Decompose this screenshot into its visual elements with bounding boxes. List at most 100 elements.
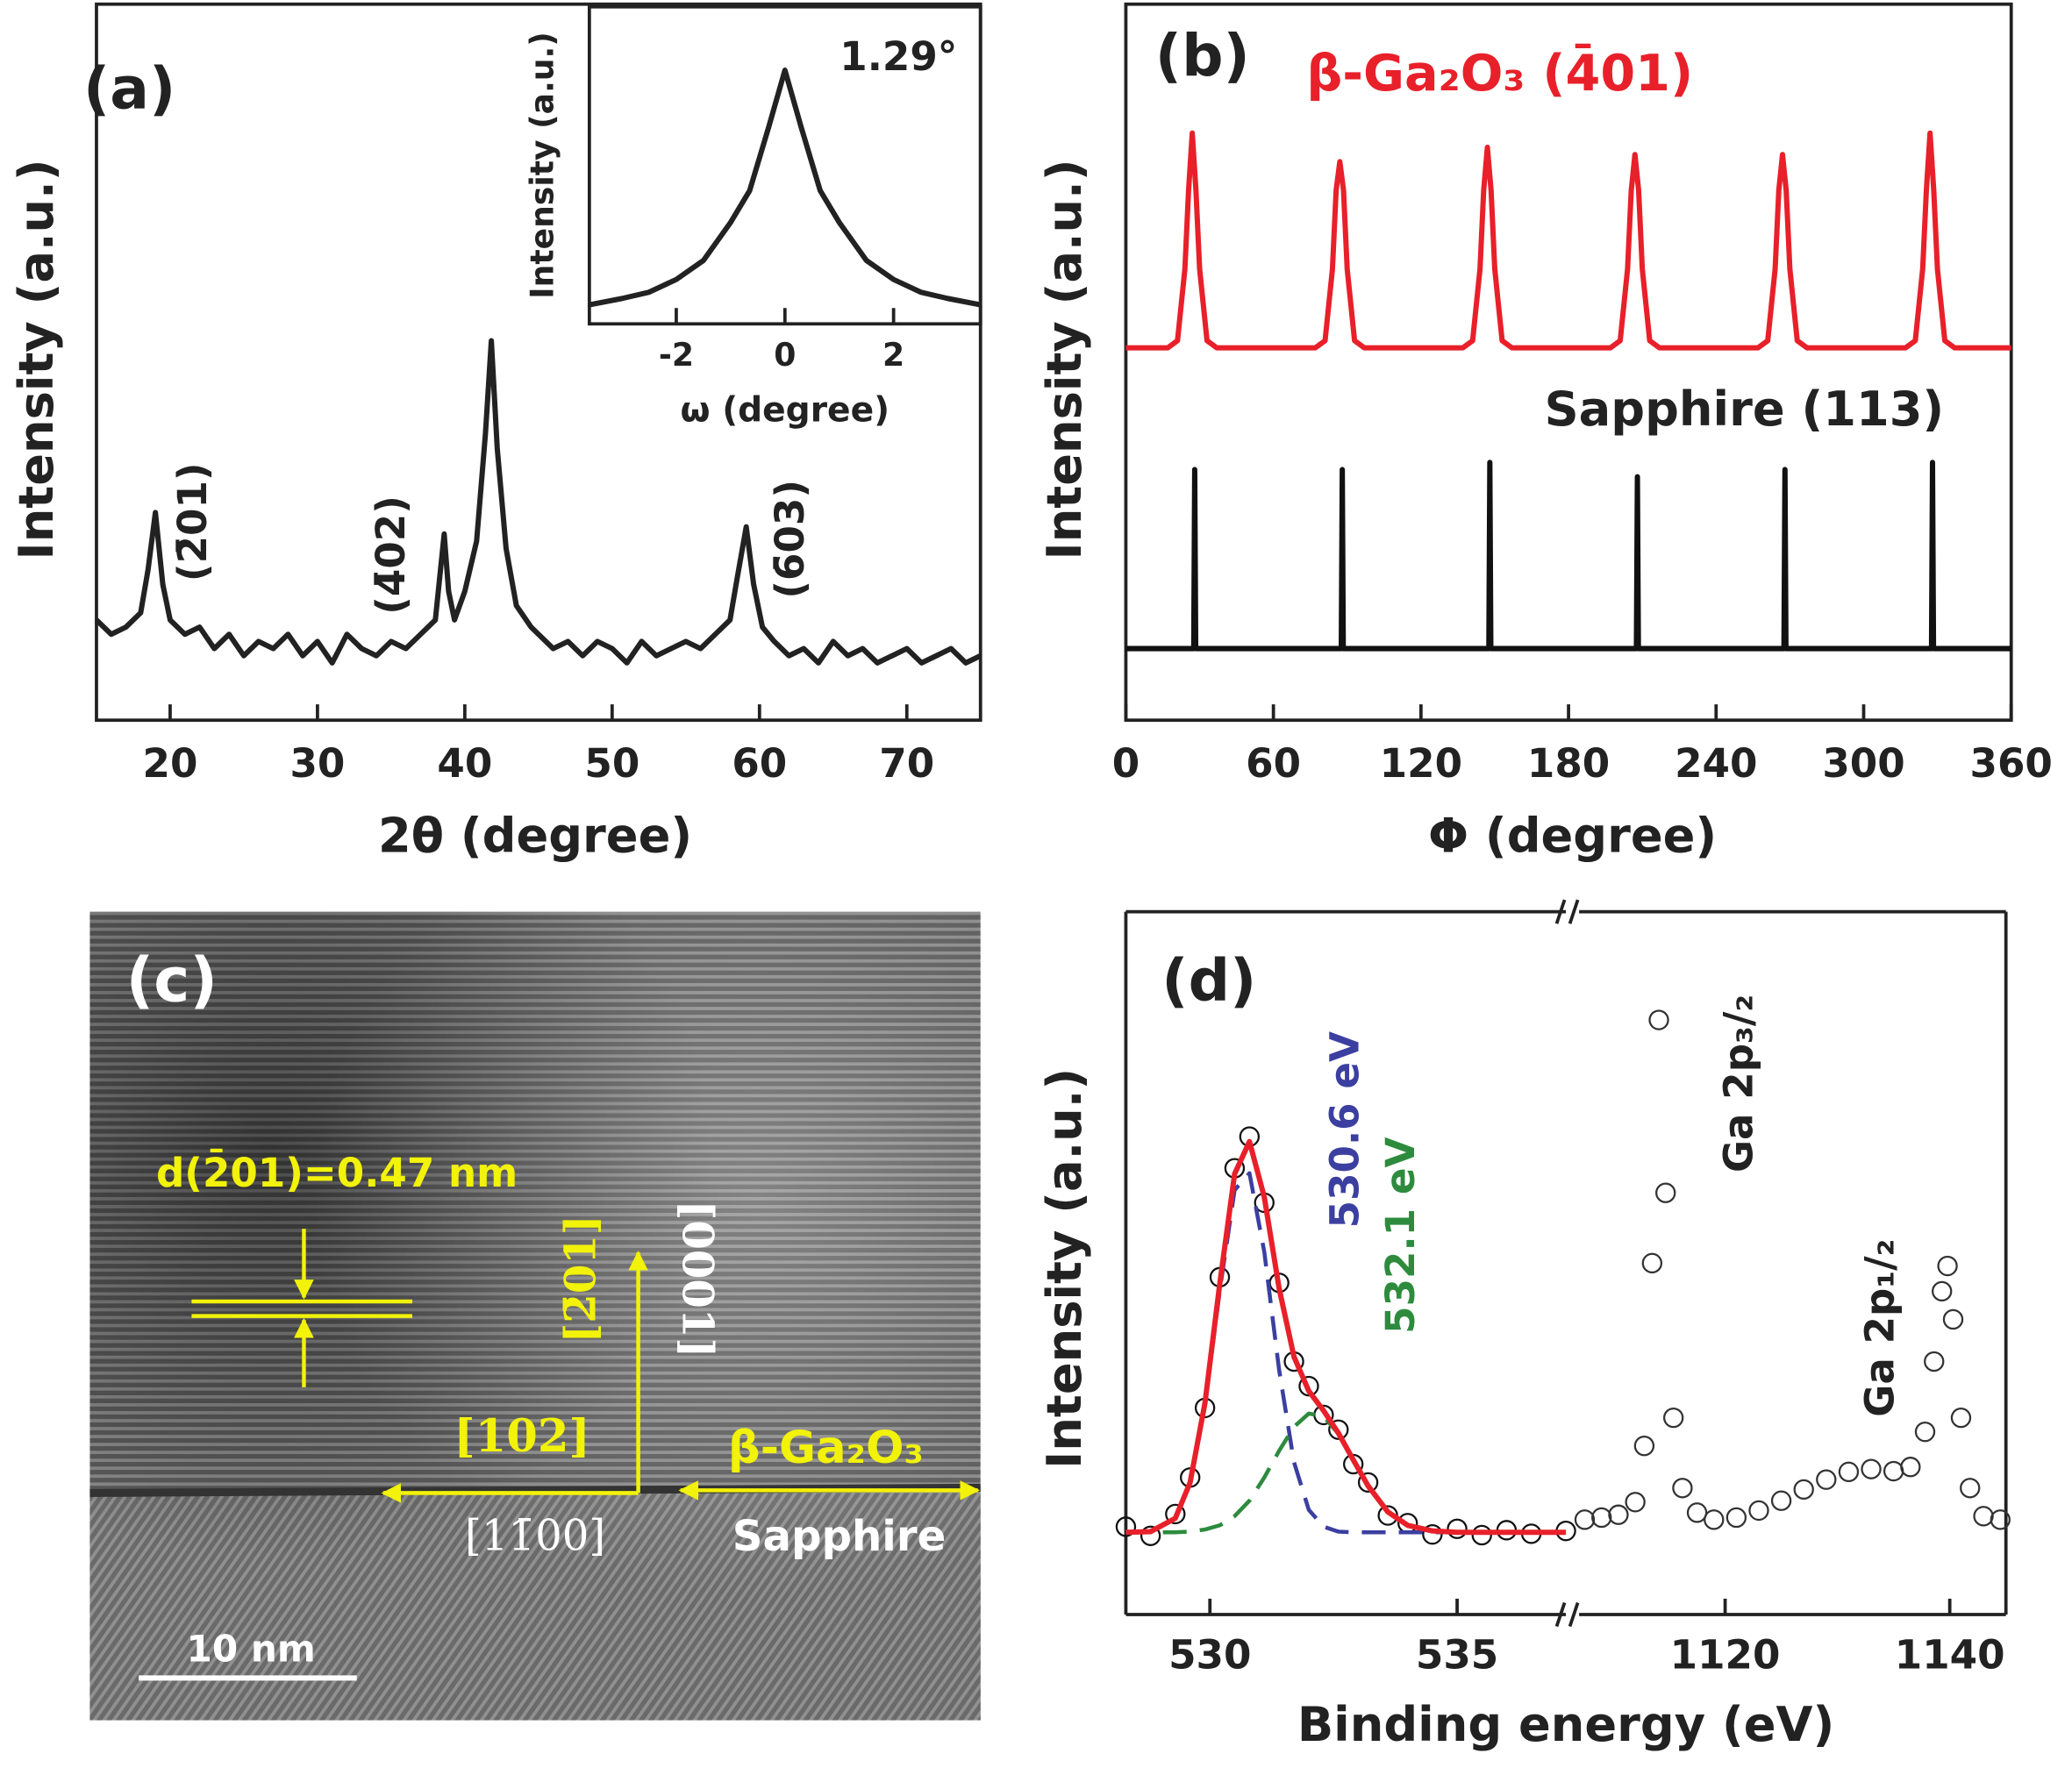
axis-break <box>1554 899 1567 924</box>
x-axis-label: 2θ (degree) <box>378 808 692 863</box>
data-point <box>1471 1524 1492 1546</box>
data-point <box>1793 1479 1814 1501</box>
data-point <box>1686 1502 1708 1523</box>
data-point <box>1608 1504 1629 1525</box>
y-axis-label: Intensity (a.u.) <box>9 159 64 560</box>
data-point <box>1655 1182 1676 1203</box>
x-tick-label: 20 <box>143 740 198 787</box>
panel-label: (a) <box>83 54 175 123</box>
data-point <box>1748 1500 1769 1522</box>
x-tick-label: 60 <box>1246 740 1301 787</box>
x-tick-label: 530 <box>1168 1632 1251 1679</box>
x-tick-label: 180 <box>1527 740 1610 787</box>
data-point <box>1704 1509 1725 1530</box>
y-axis-label: Intensity (a.u.) <box>1037 159 1092 560</box>
annotation: 1.29° <box>840 33 957 80</box>
data-point <box>1725 1507 1747 1529</box>
annotation: (4̄02) <box>368 495 414 615</box>
annotation: 532.1 eV <box>1377 1137 1424 1334</box>
data-point <box>1574 1509 1596 1530</box>
x-tick-label: 535 <box>1416 1632 1498 1679</box>
x-tick-label: 1140 <box>1895 1632 2005 1679</box>
annotation: Ga 2p₁/₂ <box>1857 1239 1904 1417</box>
x-tick-label: 300 <box>1822 740 1904 787</box>
data-point <box>1942 1308 1964 1330</box>
x-tick-label: 40 <box>437 740 492 787</box>
label: [11̄00] <box>465 1512 605 1561</box>
x-tick-label: 0 <box>1112 740 1140 787</box>
y-axis-label: Intensity (a.u.) <box>524 32 561 299</box>
data-point <box>1357 1472 1379 1494</box>
data-point <box>1990 1509 2011 1530</box>
data-point <box>1770 1490 1792 1511</box>
data-point <box>1960 1478 1981 1499</box>
x-tick-label: -2 <box>659 336 694 374</box>
data-line <box>1125 1138 1567 1536</box>
data-point <box>1328 1419 1349 1440</box>
data-point <box>1591 1507 1612 1529</box>
data-point <box>1648 1009 1669 1030</box>
data-point <box>1883 1460 1904 1482</box>
data-point <box>1924 1351 1945 1372</box>
x-tick-label: 240 <box>1675 740 1757 787</box>
data-point <box>1447 1518 1468 1539</box>
annotation: (6̄03) <box>767 480 813 599</box>
data-point <box>1140 1525 1161 1546</box>
axis-break <box>1568 899 1580 924</box>
plot-frame <box>95 2 982 723</box>
x-axis-label: Φ (degree) <box>1428 808 1717 863</box>
label: [102] <box>454 1410 589 1463</box>
data-point <box>1663 1407 1684 1429</box>
label: β-Ga₂O₃ <box>728 1422 924 1474</box>
annotation: Sapphire (113) <box>1545 381 1945 437</box>
x-tick-label: 0 <box>774 336 796 374</box>
data-point <box>1625 1492 1646 1513</box>
data-point <box>1861 1458 1882 1479</box>
x-axis-label: ω (degree) <box>681 391 890 431</box>
panel-label: (b) <box>1155 21 1250 89</box>
x-axis-label: Binding energy (eV) <box>1297 1697 1834 1752</box>
data-point <box>1641 1252 1663 1274</box>
x-tick-label: 60 <box>732 740 787 787</box>
x-tick-label: 50 <box>584 740 639 787</box>
data-point <box>1633 1436 1655 1457</box>
plot-frame <box>1124 2 2013 723</box>
label: [2̄01] <box>556 1215 605 1343</box>
panel-label: (c) <box>126 946 218 1016</box>
label: Sapphire <box>732 1512 946 1561</box>
data-point <box>1672 1478 1693 1499</box>
data-line <box>1125 130 2011 351</box>
x-tick-label: 70 <box>879 740 934 787</box>
x-tick-label: 1120 <box>1670 1632 1781 1679</box>
data-point <box>1950 1407 1972 1429</box>
y-axis-label: Intensity (a.u.) <box>1037 1068 1092 1469</box>
label: [0001] <box>672 1201 721 1358</box>
data-point <box>1838 1461 1860 1483</box>
data-point <box>1937 1255 1958 1277</box>
label: d(2̄01)=0.47 nm <box>156 1149 518 1196</box>
data-point <box>1115 1516 1137 1537</box>
data-line <box>589 68 982 308</box>
annotation: β-Ga₂O₃ (4̄01) <box>1306 43 1693 103</box>
annotation: (2̄01) <box>169 462 216 581</box>
x-tick-label: 360 <box>1970 740 2053 787</box>
data-point <box>1914 1421 1936 1443</box>
data-point <box>1816 1469 1837 1490</box>
axis-break <box>1554 1601 1567 1628</box>
data-point <box>1422 1523 1443 1545</box>
data-point <box>1973 1506 1994 1527</box>
data-line <box>1125 460 2011 652</box>
x-tick-label: 2 <box>882 336 904 374</box>
panel-label: (d) <box>1161 946 1256 1015</box>
data-line <box>94 338 982 666</box>
annotation: 530.6 eV <box>1322 1031 1368 1228</box>
tem-image: (c) d(2̄01)=0.47 nm [2̄01] [0001] [102] … <box>89 911 981 1721</box>
data-point <box>1932 1280 1953 1302</box>
annotation: Ga 2p₃/₂ <box>1715 994 1761 1173</box>
data-point <box>1165 1503 1186 1525</box>
x-tick-label: 120 <box>1380 740 1462 787</box>
x-tick-label: 30 <box>289 740 345 787</box>
scale-bar-label: 10 nm <box>187 1628 316 1671</box>
